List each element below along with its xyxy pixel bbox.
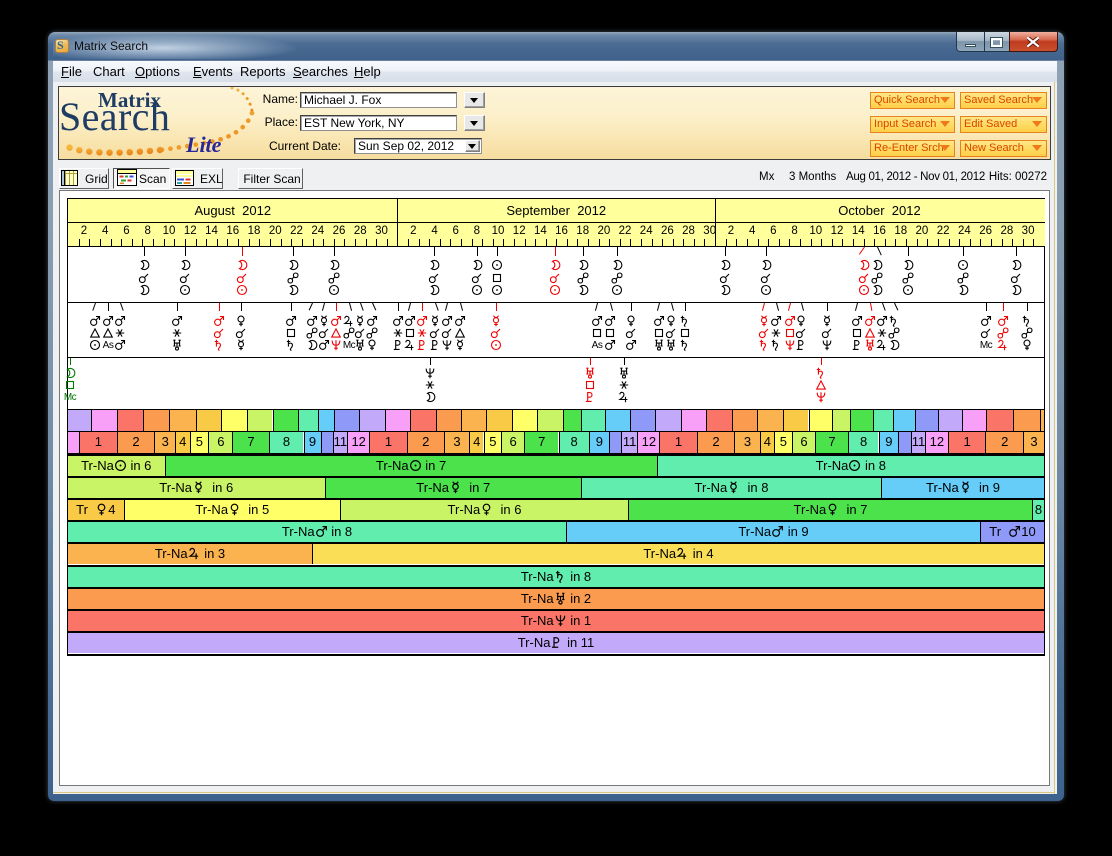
svg-text:Lite: Lite — [185, 132, 222, 157]
svg-text:Search: Search — [59, 94, 170, 139]
svg-text:Matrix: Matrix — [98, 88, 161, 112]
